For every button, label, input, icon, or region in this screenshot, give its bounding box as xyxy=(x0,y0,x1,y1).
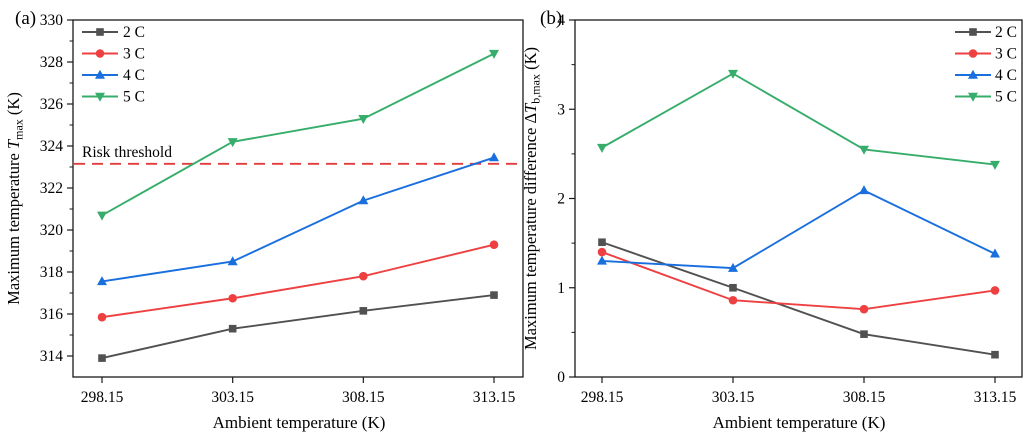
legend: 2 C 3 C 4 C 5 C xyxy=(82,24,145,106)
x-tick-label: 313.15 xyxy=(473,389,516,406)
legend-label: 4 C xyxy=(123,67,145,84)
panel-b-tag: (b) xyxy=(540,8,563,29)
panel-a-x-axis-title: Ambient temperature (K) xyxy=(212,413,386,432)
y-tick-label: 328 xyxy=(40,54,64,71)
y-tick-label: 322 xyxy=(40,180,63,197)
series-4c xyxy=(597,185,1000,272)
x-axis: 298.15 303.15 308.15 313.15 xyxy=(81,377,516,406)
y-tick-label: 326 xyxy=(40,96,64,113)
legend-label: 5 C xyxy=(123,89,145,106)
panel-b: 0 1 2 3 4 298.15 303.15 308.15 313.15 2 C 3 C 4 C 5 … xyxy=(521,12,1023,406)
x-tick-label: 308.15 xyxy=(342,389,385,406)
x-tick-label: 308.15 xyxy=(843,389,886,406)
y-tick-label: 314 xyxy=(40,348,64,365)
y-tick-label: 324 xyxy=(40,138,64,155)
legend-entry-4c: 4 C xyxy=(955,67,1017,84)
legend-entry-2c: 2 C xyxy=(955,24,1017,41)
series-3c xyxy=(97,240,499,322)
x-tick-label: 298.15 xyxy=(581,389,624,406)
series-5c xyxy=(597,69,1000,170)
legend-label: 3 C xyxy=(995,46,1017,63)
series-3c xyxy=(597,247,1000,314)
legend: 2 C 3 C 4 C 5 C xyxy=(955,24,1017,106)
legend-entry-2c: 2 C xyxy=(82,24,145,41)
panel-a: 314 316 318 320 322 324 326 328 330 298.15 303.15 3… xyxy=(4,12,524,406)
plot-frame xyxy=(574,19,1023,378)
y-tick-label: 0 xyxy=(557,369,565,386)
x-tick-label: 298.15 xyxy=(81,389,124,406)
y-axis-title: Maximum temperature difference ΔTb,max (… xyxy=(521,47,543,350)
legend-entry-5c: 5 C xyxy=(955,89,1017,106)
plot-frame xyxy=(72,19,524,378)
legend-entry-4c: 4 C xyxy=(82,67,145,84)
legend-entry-3c: 3 C xyxy=(955,46,1017,63)
y-tick-label: 318 xyxy=(40,264,64,281)
legend-label: 2 C xyxy=(123,24,145,41)
legend-label: 2 C xyxy=(995,24,1017,41)
legend-entry-5c: 5 C xyxy=(82,89,145,106)
y-tick-label: 316 xyxy=(40,306,64,323)
y-tick-label: 4 xyxy=(557,12,565,29)
legend-label: 5 C xyxy=(995,89,1017,106)
x-axis: 298.15 303.15 308.15 313.15 xyxy=(581,377,1017,406)
series-4c xyxy=(97,152,499,286)
y-tick-label: 320 xyxy=(40,222,64,239)
y-tick-label: 330 xyxy=(40,12,64,29)
risk-threshold-label: Risk threshold xyxy=(82,144,172,161)
legend-label: 3 C xyxy=(123,46,145,63)
y-axis: 314 316 318 320 322 324 326 328 330 xyxy=(40,12,73,365)
x-tick-label: 303.15 xyxy=(211,389,254,406)
y-axis-title: Maximum temperature Tmax (K) xyxy=(4,92,26,305)
y-axis: 0 1 2 3 4 xyxy=(557,12,575,386)
series-5c xyxy=(97,49,499,221)
panel-a-tag: (a) xyxy=(15,8,37,29)
y-tick-label: 1 xyxy=(557,280,565,297)
panel-b-x-axis-title: Ambient temperature (K) xyxy=(712,413,886,432)
y-tick-label: 3 xyxy=(557,101,565,118)
x-tick-label: 303.15 xyxy=(712,389,755,406)
legend-entry-3c: 3 C xyxy=(82,46,145,63)
y-tick-label: 2 xyxy=(557,191,565,208)
series-2c xyxy=(98,291,498,362)
x-tick-label: 313.15 xyxy=(974,389,1017,406)
legend-label: 4 C xyxy=(995,67,1017,84)
